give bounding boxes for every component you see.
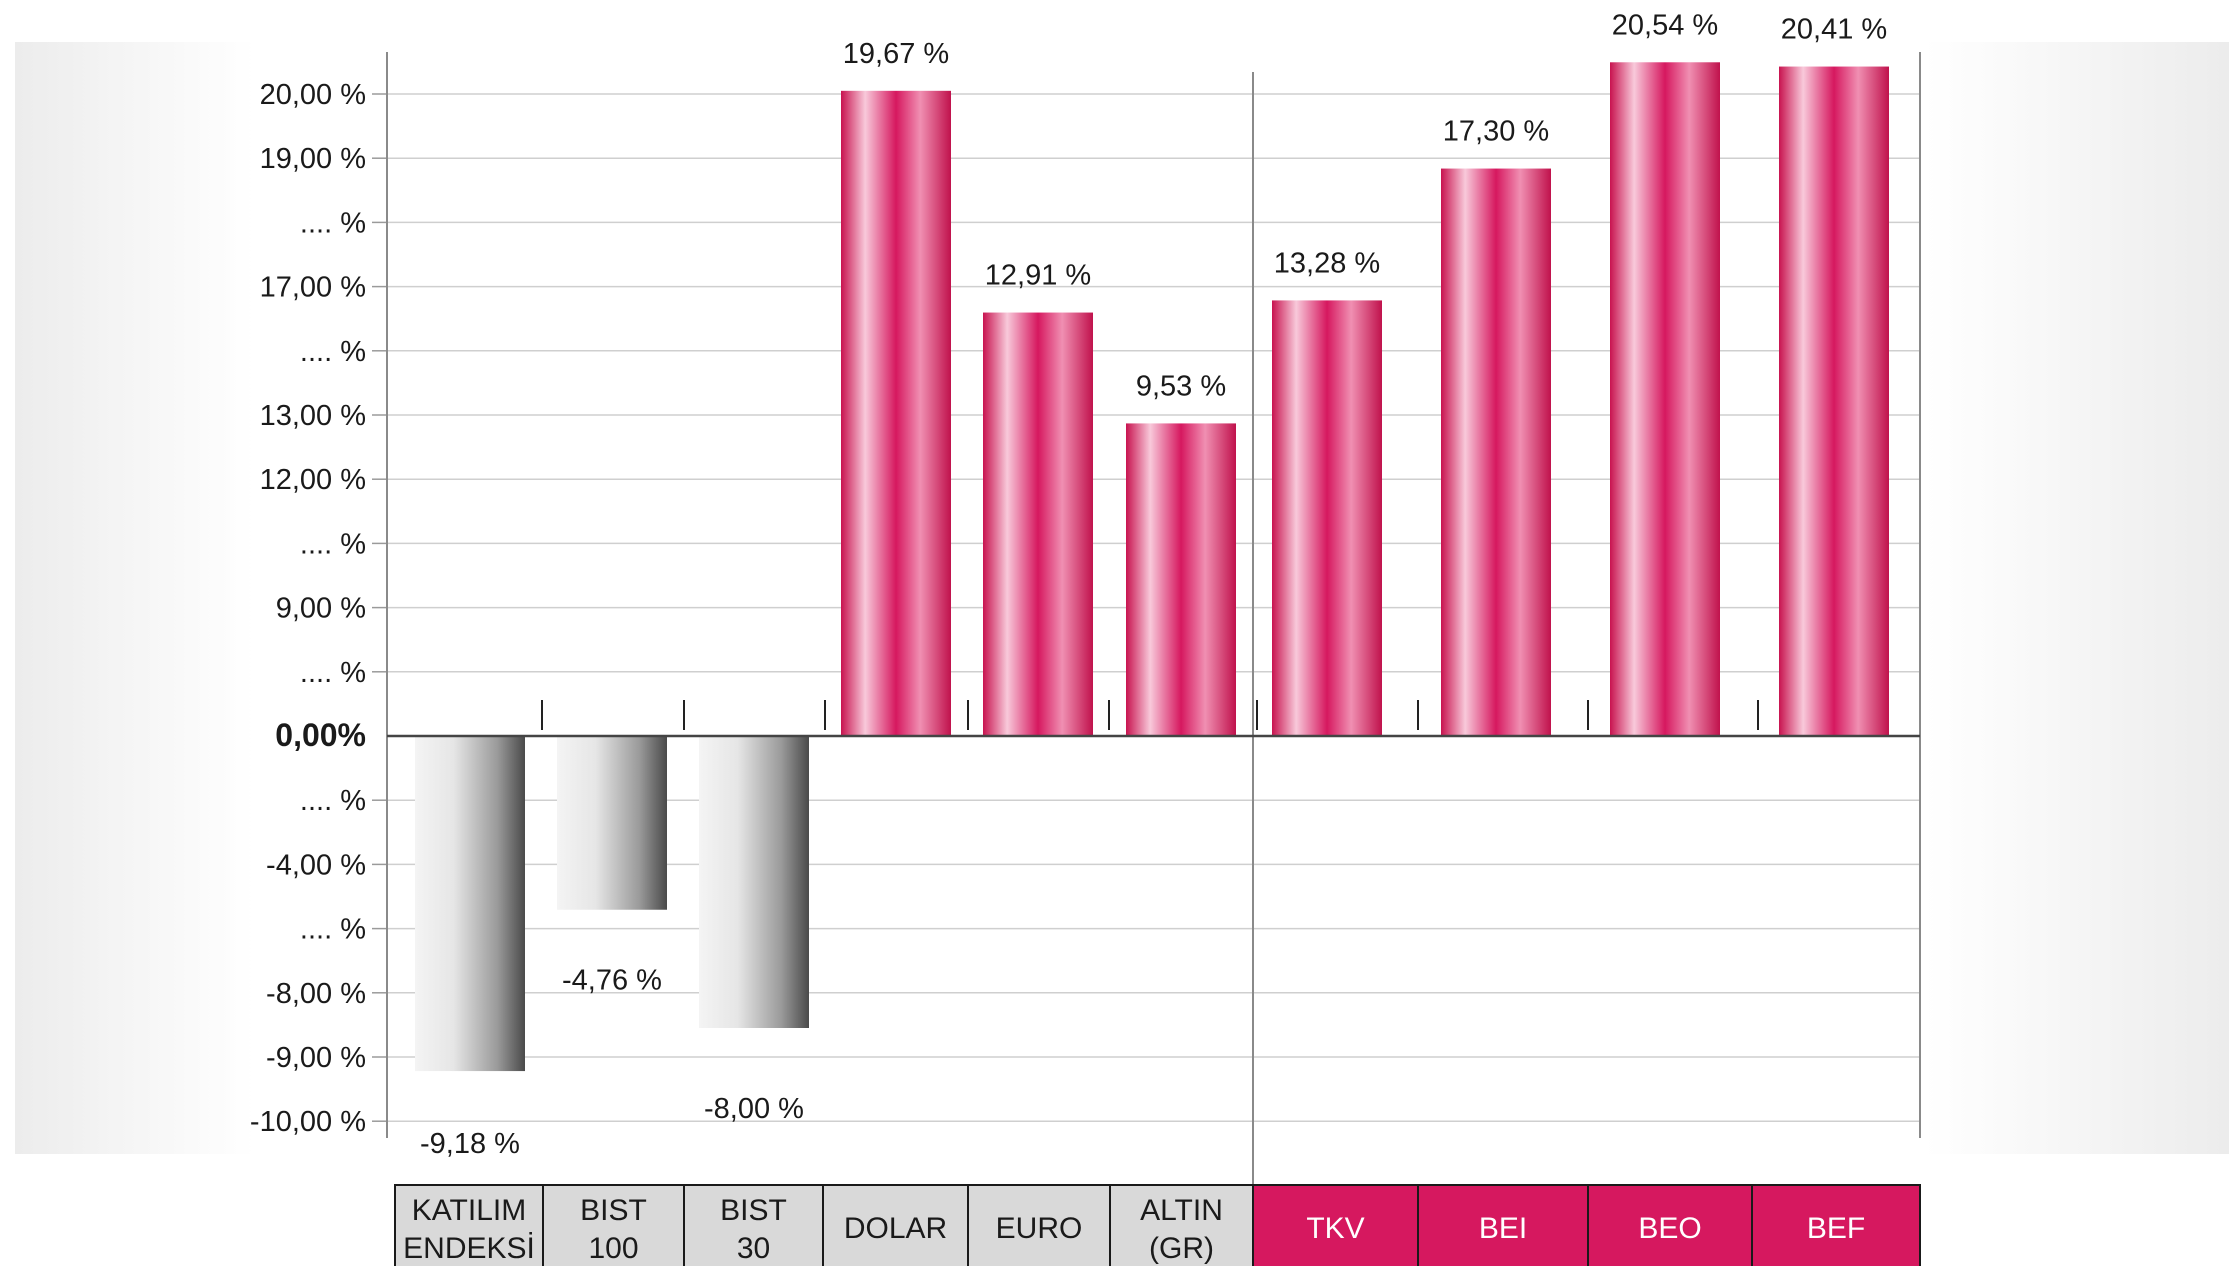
bar (841, 90, 951, 737)
y-tick-label: 0,00% (275, 717, 366, 753)
y-tick-label: -10,00 % (250, 1106, 366, 1138)
y-tick-label: 13,00 % (260, 400, 366, 432)
background-left-shade (15, 42, 255, 1154)
background-right-shade (1925, 42, 2229, 1154)
bars (415, 62, 1889, 1072)
bar-value-label: 17,30 % (1443, 116, 1549, 148)
y-tick-label: 12,00 % (260, 464, 366, 496)
category-label-line: BIST (720, 1194, 787, 1227)
category-label: BIST 30 (720, 1194, 787, 1265)
category-cell (1109, 1184, 1254, 1266)
bar (699, 736, 809, 1028)
category-cell (822, 1184, 969, 1266)
category-label-line: BIST (580, 1194, 647, 1227)
bar (1779, 66, 1889, 736)
y-tick-label: .... % (300, 785, 366, 817)
bar (983, 312, 1093, 736)
y-tick-label: 20,00 % (260, 79, 366, 111)
category-label-line: EURO (996, 1212, 1083, 1245)
category-label: KATILIM ENDEKSİ (403, 1194, 535, 1265)
category-cell (1751, 1184, 1921, 1266)
category-label: TKV (1306, 1212, 1364, 1245)
category-cell (1417, 1184, 1589, 1266)
y-tick-label: -8,00 % (266, 978, 366, 1010)
y-tick-label: -4,00 % (266, 849, 366, 881)
category-label-line: (GR) (1149, 1232, 1214, 1265)
y-tick-label: .... % (300, 336, 366, 368)
bar (1441, 168, 1551, 736)
y-tick-label: .... % (300, 207, 366, 239)
category-label-line: 30 (737, 1232, 770, 1265)
y-tick-label: .... % (300, 914, 366, 946)
axes (386, 52, 1921, 1190)
category-label-line: BEF (1807, 1212, 1865, 1245)
y-tick-label: 19,00 % (260, 143, 366, 175)
category-label: BIST 100 (580, 1194, 647, 1265)
category-cell (1587, 1184, 1753, 1266)
bar (1272, 300, 1382, 736)
bar-value-label: 13,28 % (1274, 247, 1380, 279)
bar-value-label: 12,91 % (985, 260, 1091, 292)
category-label: BEF (1807, 1212, 1865, 1245)
category-cell (967, 1184, 1111, 1266)
bar (1126, 423, 1236, 736)
category-label-line: DOLAR (844, 1212, 947, 1245)
bar-value-label: -9,18 % (420, 1128, 520, 1160)
bar (415, 736, 525, 1072)
category-label-line: ALTIN (1140, 1194, 1223, 1227)
category-cell (542, 1184, 685, 1266)
y-tick-label: -9,00 % (266, 1042, 366, 1074)
bar-value-label: -8,00 % (704, 1093, 804, 1125)
category-cell (394, 1184, 544, 1266)
category-label-line: TKV (1306, 1212, 1364, 1245)
category-label-line: 100 (588, 1232, 638, 1265)
category-label-line: BEO (1638, 1212, 1701, 1245)
category-label: EURO (996, 1212, 1083, 1245)
category-label-line: BEI (1479, 1212, 1527, 1245)
y-tick-label: 9,00 % (276, 593, 366, 625)
y-tick-label: .... % (300, 657, 366, 689)
bar-value-label: 20,54 % (1612, 9, 1718, 41)
category-label: BEI (1479, 1212, 1527, 1245)
bar (557, 736, 667, 910)
category-label: DOLAR (844, 1212, 947, 1245)
bar (1610, 62, 1720, 736)
y-tick-label: .... % (300, 528, 366, 560)
labels: 20,00 % 19,00 % .... % 17,00 % .... % 13,00 %… (250, 9, 1887, 1160)
category-label-line: ENDEKSİ (403, 1232, 535, 1265)
bar-value-label: 19,67 % (843, 38, 949, 70)
y-tick-label: 17,00 % (260, 272, 366, 304)
bar-value-label: -4,76 % (562, 965, 662, 997)
category-label: BEO (1638, 1212, 1701, 1245)
category-label: ALTIN (GR) (1140, 1194, 1223, 1265)
bar-value-label: 9,53 % (1136, 370, 1226, 402)
category-header-row: KATILIM ENDEKSİ BIST 100 BIST 30 DOLAR EURO ALTI… (394, 1184, 1921, 1266)
category-label-line: KATILIM (412, 1194, 526, 1227)
bar-value-label: 20,41 % (1781, 14, 1887, 46)
